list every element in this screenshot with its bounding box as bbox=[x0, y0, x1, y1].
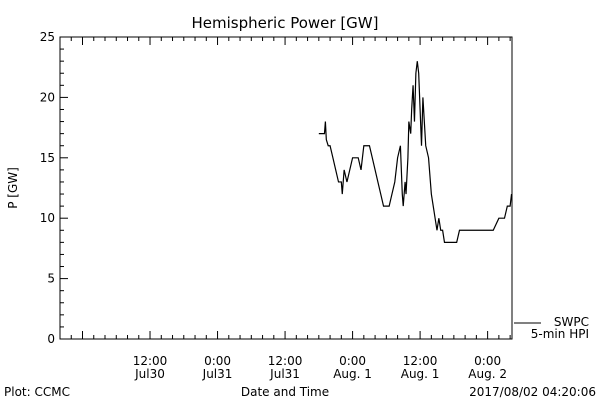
x-tick-time-label: 12:00 bbox=[133, 354, 168, 368]
y-axis: 0 5 10 15 20 25 bbox=[40, 30, 68, 346]
y-tick-label: 25 bbox=[40, 30, 55, 44]
y-tick-label: 20 bbox=[40, 90, 55, 104]
y-tick-label: 5 bbox=[47, 272, 55, 286]
x-tick-date-label: Aug. 2 bbox=[468, 367, 507, 381]
y-tick-label: 15 bbox=[40, 151, 55, 165]
x-tick-date-label: Jul31 bbox=[269, 367, 300, 381]
y-tick-label: 10 bbox=[40, 211, 55, 225]
y-tick-label: 0 bbox=[47, 332, 55, 346]
plot-frame bbox=[59, 36, 513, 340]
series-line-5-min-hpi bbox=[318, 61, 513, 243]
footer-timestamp: 2017/08/02 04:20:06 bbox=[469, 385, 596, 399]
x-tick-date-label: Aug. 1 bbox=[333, 367, 372, 381]
y-axis-label: P [GW] bbox=[6, 167, 20, 209]
chart-title: Hemispheric Power [GW] bbox=[192, 14, 379, 32]
x-axis-label: Date and Time bbox=[241, 385, 329, 399]
legend-label-5-min-hpi: 5-min HPI bbox=[531, 327, 589, 341]
x-tick-time-label: 0:00 bbox=[474, 354, 501, 368]
x-tick-date-label: Jul30 bbox=[134, 367, 165, 381]
x-tick-date-label: Aug. 1 bbox=[401, 367, 440, 381]
x-tick-time-label: 12:00 bbox=[268, 354, 303, 368]
x-tick-time-label: 0:00 bbox=[339, 354, 366, 368]
x-tick-time-label: 0:00 bbox=[204, 354, 231, 368]
x-tick-time-label: 12:00 bbox=[403, 354, 438, 368]
footer-plot-source: Plot: CCMC bbox=[4, 385, 70, 399]
x-tick-date-label: Jul31 bbox=[202, 367, 233, 381]
legend-label-swpc: SWPC bbox=[554, 315, 589, 329]
